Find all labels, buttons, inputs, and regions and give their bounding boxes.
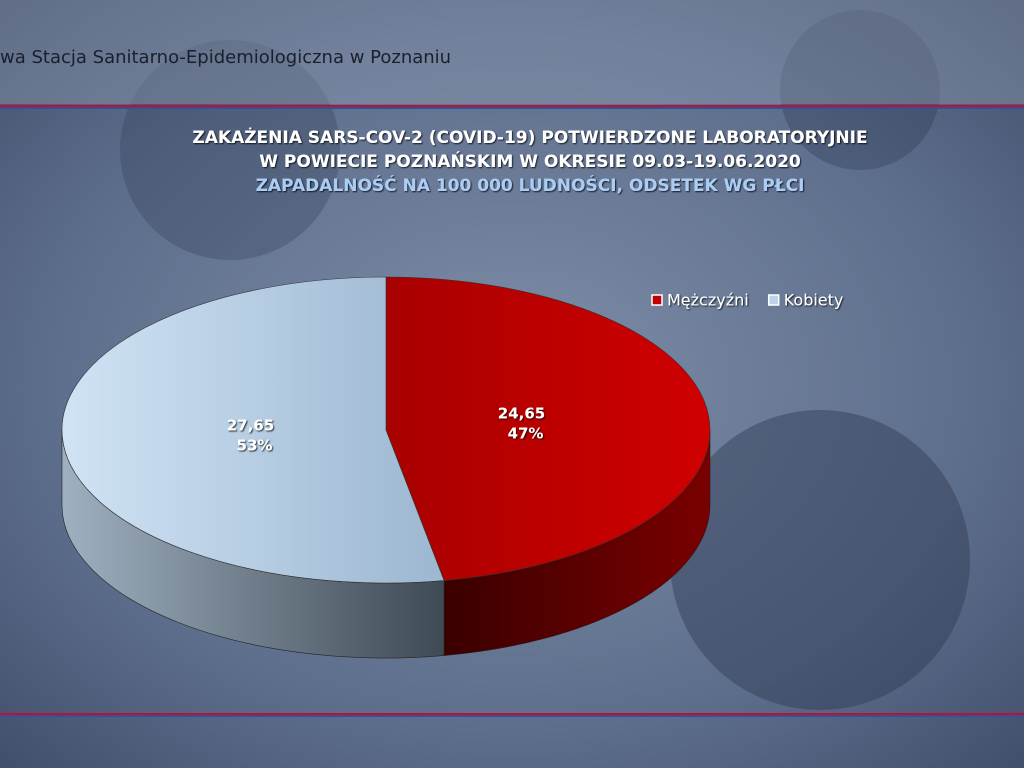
rule — [0, 107, 1024, 109]
pie-slice — [385, 276, 711, 581]
legend-label: Mężczyźni — [667, 291, 749, 310]
chart-title: W POWIECIE POZNAŃSKIM W OKRESIE 09.03-19… — [259, 150, 801, 172]
data-label: 53% — [237, 436, 273, 454]
data-label: 24,65 — [498, 405, 545, 423]
header-text: wa Stacja Sanitarno-Epidemiologiczna w P… — [0, 47, 451, 68]
chart-title: ZAKAŻENIA SARS-COV-2 (COVID-19) POTWIERD… — [192, 126, 867, 148]
rule — [0, 105, 1024, 107]
legend-swatch — [767, 294, 780, 306]
decor — [780, 10, 940, 170]
pie-slice — [61, 276, 445, 584]
rule — [0, 715, 1024, 717]
header-band — [0, 0, 1024, 104]
legend: Mężczyźni Kobiety — [651, 291, 844, 310]
legend-swatch — [651, 294, 663, 306]
decor — [120, 40, 340, 260]
pie: 24,65 47% 27,65 53% — [61, 276, 711, 659]
rule — [0, 713, 1024, 715]
legend-label: Kobiety — [784, 291, 844, 310]
data-label: 27,65 — [227, 416, 274, 434]
chart-subtitle: ZAPADALNOŚĆ NA 100 000 LUDNOŚCI, ODSETEK… — [256, 174, 805, 196]
data-label: 47% — [508, 425, 544, 443]
decor — [670, 410, 970, 710]
